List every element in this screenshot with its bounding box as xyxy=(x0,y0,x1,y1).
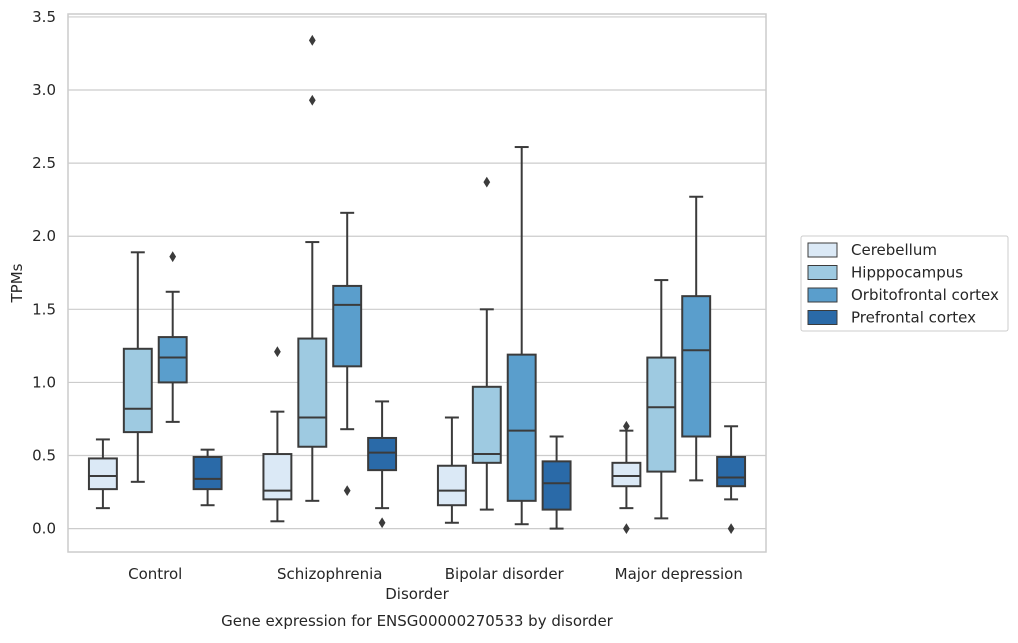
boxes xyxy=(87,34,747,535)
box-group xyxy=(611,420,642,535)
box-group xyxy=(471,176,502,511)
outlier-point xyxy=(274,346,281,358)
legend-label: Prefrontal cortex xyxy=(851,309,976,327)
box-iqr xyxy=(262,453,293,501)
x-axis-label: Disorder xyxy=(385,585,449,603)
box-group xyxy=(541,435,572,530)
box-iqr xyxy=(192,455,223,491)
box-group xyxy=(646,279,677,520)
box-iqr xyxy=(541,460,572,511)
box-group xyxy=(157,251,188,423)
legend-swatch xyxy=(807,287,838,303)
box-iqr xyxy=(681,295,712,438)
box-group xyxy=(506,146,537,526)
box-group xyxy=(87,438,118,510)
outlier-point xyxy=(623,420,630,432)
y-tick-label: 0.0 xyxy=(32,520,56,538)
x-tick-label: Bipolar disorder xyxy=(445,565,565,583)
outlier-point xyxy=(343,485,351,496)
x-tick-label: Major depression xyxy=(615,565,743,583)
legend: Cerebellum Hipppocampus Orbitofrontal cort… xyxy=(800,235,1009,332)
y-tick-label: 1.0 xyxy=(32,373,56,391)
chart-title: Gene expression for ENSG00000270533 by d… xyxy=(221,612,614,630)
legend-swatch xyxy=(807,265,838,280)
outlier-point xyxy=(308,94,316,106)
outlier-point xyxy=(308,34,316,46)
box-group xyxy=(297,34,328,502)
x-tick-label: Control xyxy=(128,565,182,583)
box-group xyxy=(716,425,747,535)
x-tick-label: Schizophrenia xyxy=(277,565,382,583)
box-iqr xyxy=(332,284,363,368)
y-tick-label: 0.5 xyxy=(32,447,56,465)
y-tick-label: 2.5 xyxy=(32,154,56,172)
outlier-point xyxy=(727,523,735,535)
plot-area-frame xyxy=(67,13,767,553)
box-iqr xyxy=(646,356,677,473)
legend-frame xyxy=(800,235,1009,332)
box-group xyxy=(122,251,153,483)
legend-swatch xyxy=(807,310,838,325)
box-group xyxy=(332,211,363,496)
box-iqr xyxy=(506,353,537,502)
y-axis-ticks: 0.0 0.5 1.0 1.5 2.0 2.5 3.0 3.5 xyxy=(32,8,56,538)
legend-swatch xyxy=(807,242,838,258)
box-iqr xyxy=(87,457,118,491)
x-axis-ticks: Control Schizophrenia Bipolar disorder Majo… xyxy=(128,565,743,583)
box-iqr xyxy=(471,385,502,464)
y-axis-label: TPMs xyxy=(8,263,26,303)
y-tick-label: 3.0 xyxy=(32,81,56,99)
box-iqr xyxy=(157,336,188,384)
outlier-point xyxy=(378,517,386,529)
box-group xyxy=(192,448,223,507)
box-group xyxy=(436,416,467,524)
box-iqr xyxy=(297,337,328,448)
y-tick-label: 2.0 xyxy=(32,227,56,245)
box-iqr xyxy=(716,455,747,488)
y-tick-label: 3.5 xyxy=(32,8,56,26)
box-iqr xyxy=(122,347,153,434)
legend-label: Hipppocampus xyxy=(851,264,963,282)
outlier-point xyxy=(483,176,491,188)
legend-label: Cerebellum xyxy=(851,241,937,259)
box-group xyxy=(367,400,398,529)
box-group xyxy=(262,346,293,523)
box-iqr xyxy=(367,436,398,472)
box-iqr xyxy=(436,464,467,507)
y-tick-label: 1.5 xyxy=(32,300,56,318)
box-group xyxy=(681,195,712,482)
legend-label: Orbitofrontal cortex xyxy=(851,286,999,304)
box-iqr xyxy=(611,461,642,488)
outlier-point xyxy=(623,523,630,535)
outlier-point xyxy=(169,251,177,263)
